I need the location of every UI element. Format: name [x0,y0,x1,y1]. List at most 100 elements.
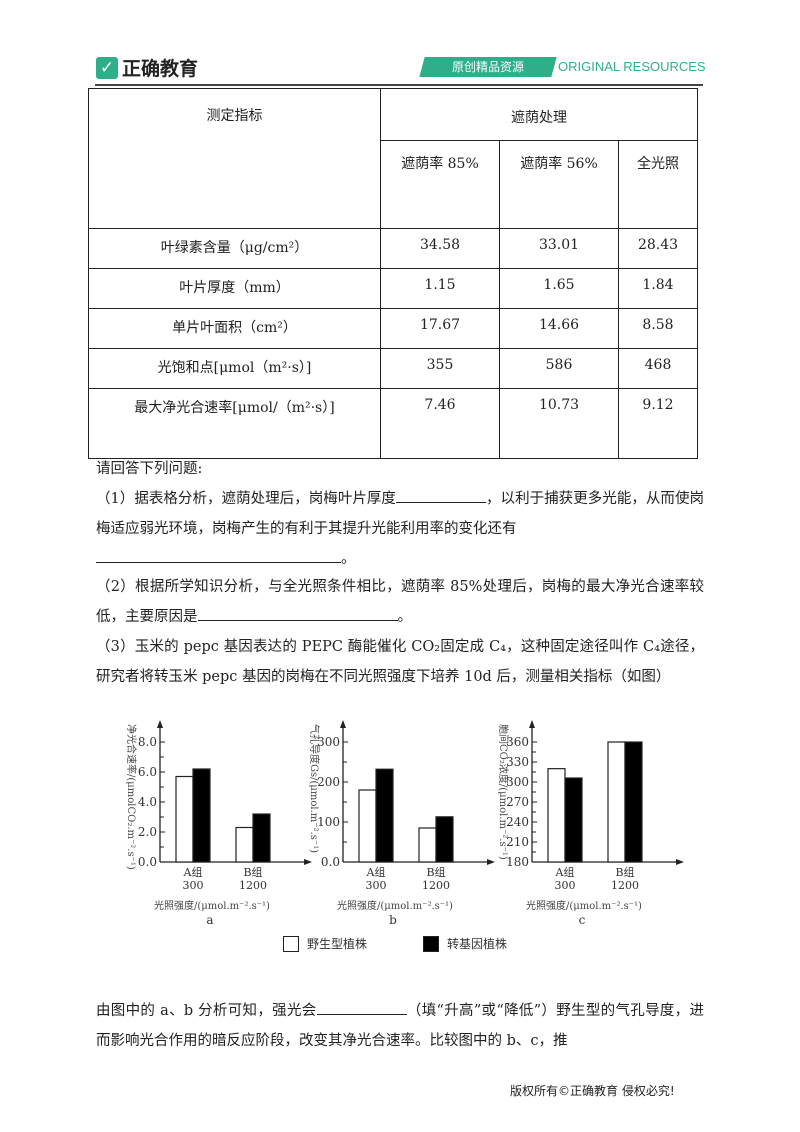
x-axis-arrow [304,859,312,865]
y-tick-label: 6.0 [138,765,157,779]
legend-swatch-transgenic [423,935,440,952]
bar-transgenic [624,741,643,863]
bar-wild [235,826,254,863]
chart-letter: a [206,913,213,927]
cell: 17.67 [380,308,500,349]
cell: 355 [380,348,500,389]
cell: 14.66 [499,308,619,349]
bar-transgenic [252,813,271,863]
chart-letter: c [579,913,586,927]
bar-transgenic [435,816,454,863]
q1-text: ，以利于捕获更多光能，从而使岗梅适应弱光环境，岗梅产生的有利于其提升光能利用率的… [96,491,704,537]
q1-text: 。 [341,551,356,567]
cell: 7.46 [380,388,500,459]
y-tick-label: 300 [506,775,529,789]
y-axis-label: 净光合速率/(μmolCO₂.m⁻².s⁻¹) [125,724,138,870]
col-header: 遮荫率 56% [499,140,619,229]
group-header: 遮荫处理 [380,88,698,141]
q2-text: （2）根据所学知识分析，与全光照条件相比，遮荫率 85%处理后，岗梅的最大净光合… [96,579,704,625]
intro: 请回答下列问题: [96,461,203,477]
bar-transgenic [375,768,394,863]
y-tick-label: 300 [317,735,340,749]
y-axis-label: 胞间CO₂浓度/(μmol.m⁻².s⁻¹) [497,724,510,860]
x-tick-label-intensity: 300 [183,879,204,892]
y-tick-label: 240 [506,815,529,829]
x-tick-label-group: B组 [615,865,634,879]
bar-wild [175,775,194,863]
table-row: 叶绿素含量（μg/cm²） 34.58 33.01 28.43 [88,228,698,269]
x-axis-arrow [676,859,684,865]
chart-letter: b [389,913,397,927]
row-label: 最大净光合速率[μmol/（m²·s）] [88,388,381,459]
y-tick-label: 2.0 [138,825,157,839]
bar-transgenic [564,777,583,863]
y-tick-label: 100 [317,815,340,829]
x-axis-label: 光照强度/(μmol.m⁻².s⁻¹) [526,899,642,912]
charts: 0.02.04.06.08.0A组300B组1200光照强度/(μmol.m⁻²… [125,720,684,927]
answer-blank[interactable] [197,604,398,621]
col-header: 全光照 [618,140,698,229]
y-tick-label: 210 [506,835,529,849]
cell: 34.58 [380,228,500,269]
question-3: （3）玉米的 pepc 基因表达的 PEPC 酶能催化 CO₂固定成 C₄，这种… [96,639,704,685]
cell: 586 [499,348,619,389]
y-axis-arrow [340,720,346,728]
x-tick-label-group: A组 [555,865,575,879]
x-axis-label: 光照强度/(μmol.m⁻².s⁻¹) [337,899,453,912]
bar-transgenic [192,768,211,863]
q4-text: 由图中的 a、b 分析可知，强光会 [96,1003,317,1019]
table-row: 叶片厚度（mm） 1.15 1.65 1.84 [88,268,698,309]
y-axis-label: 气孔导度Gs/(μmol.m⁻².s⁻¹) [308,724,321,853]
y-tick-label: 270 [506,795,529,809]
table-row: 单片叶面积（cm²） 17.67 14.66 8.58 [88,308,698,349]
footer: 版权所有©正确教育 侵权必究! [510,1084,675,1098]
legend-swatch-wild [283,935,299,952]
question-2: （2）根据所学知识分析，与全光照条件相比，遮荫率 85%处理后，岗梅的最大净光合… [96,572,704,632]
y-tick-label: 0.0 [138,855,157,869]
legend-label: 转基因植株 [447,937,508,951]
x-axis-label: 光照强度/(μmol.m⁻².s⁻¹) [154,899,270,912]
x-tick-label-intensity: 1200 [611,879,639,892]
y-tick-label: 330 [506,755,529,769]
y-tick-label: 360 [506,735,529,749]
cell: 28.43 [618,228,698,269]
data-table: 测定指标 遮荫处理 遮荫率 85% 遮荫率 56% 全光照 叶绿素含量（μg/c… [88,88,698,459]
x-tick-label-intensity: 300 [366,879,387,892]
question-4: 由图中的 a、b 分析可知，强光会 （填“升高”或“降低”）野生型的气孔导度，进而… [96,996,704,1056]
legend: 野生型植株 转基因植株 [283,935,507,952]
y-tick-label: 0.0 [321,855,340,869]
x-tick-label-group: A组 [183,865,203,879]
q4-text: （填“升高”或“降低”）野生型的气孔导度，进而影响光合作用的暗反应阶段，改变其净… [96,1003,704,1049]
banner-text: 原创精品资源 [451,60,524,74]
table-row: 最大净光合速率[μmol/（m²·s）] 7.46 10.73 9.12 [88,388,698,459]
legend-label: 野生型植株 [307,937,368,951]
cell: 1.84 [618,268,698,309]
x-tick-label-group: B组 [426,865,445,879]
row-label: 叶片厚度（mm） [88,268,381,309]
bar-wild [607,741,626,863]
x-tick-label-group: A组 [366,865,386,879]
x-tick-label-group: B组 [243,865,262,879]
corner-header: 测定指标 [88,88,381,229]
answer-blank[interactable] [96,546,341,563]
brand-name: 正确教育 [122,58,199,80]
check-icon: ✓ [96,56,118,79]
x-tick-label-intensity: 300 [555,879,576,892]
cell: 8.58 [618,308,698,349]
banner-english: ORIGINAL RESOURCES [558,59,706,74]
header-divider [95,84,703,86]
bar-wild [418,827,437,863]
y-tick-label: 4.0 [138,795,157,809]
y-tick-label: 180 [506,855,529,869]
bar-wild [547,768,566,863]
question-1: （1）据表格分析，遮荫处理后，岗梅叶片厚度 ，以利于捕获更多光能，从而使岗梅适应弱… [96,484,704,574]
q2-text: 。 [397,609,413,625]
answer-blank[interactable] [395,486,486,503]
cell: 468 [618,348,698,389]
cell: 1.15 [380,268,500,309]
answer-blank[interactable] [316,998,407,1015]
x-axis-arrow [487,859,495,865]
q1-text: （1）据表格分析，遮荫处理后，岗梅叶片厚度 [96,491,396,507]
x-tick-label-intensity: 1200 [422,879,450,892]
